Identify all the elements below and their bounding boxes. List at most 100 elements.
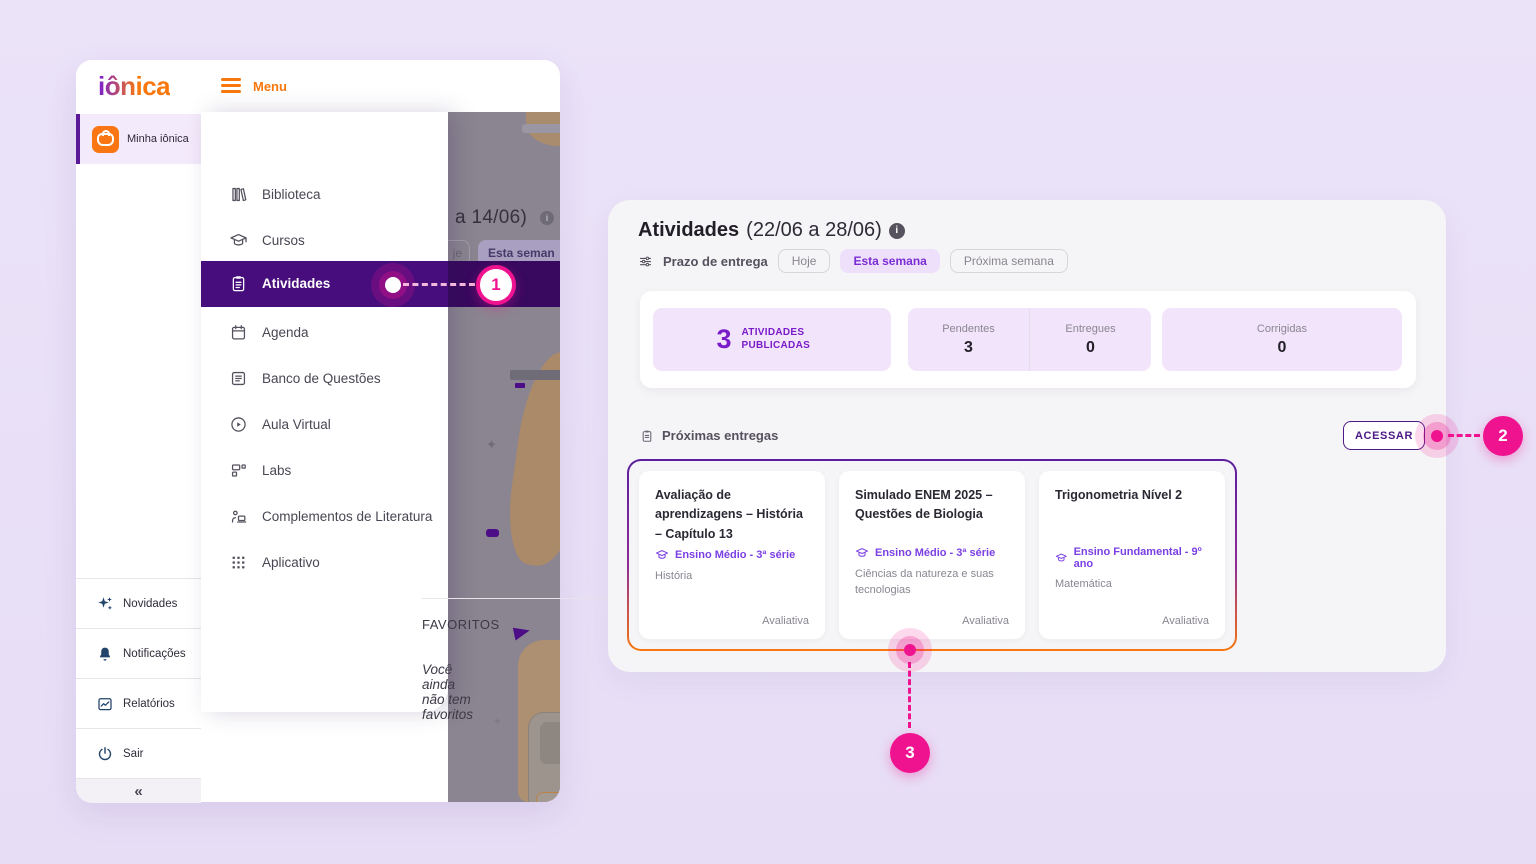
- sidebar-item-sair[interactable]: Sair: [76, 728, 201, 779]
- menu-item-aplicativo[interactable]: Aplicativo: [201, 540, 448, 584]
- published-count: 3: [716, 324, 732, 354]
- menu-toggle-label[interactable]: Menu: [253, 79, 287, 94]
- info-icon: i: [540, 211, 554, 225]
- stats-card: 3 ATIVIDADES PUBLICADAS Pendentes 3 Entr…: [640, 291, 1416, 388]
- activity-level: Ensino Fundamental - 9º ano: [1055, 546, 1209, 570]
- filter-label: Prazo de entrega: [663, 253, 768, 269]
- activity-subject: Matemática: [1055, 578, 1112, 590]
- menu-item-biblioteca[interactable]: Biblioteca: [201, 172, 448, 216]
- upcoming-cards-highlight-frame: Avaliação de aprendizagens – História – …: [627, 459, 1237, 651]
- menu-item-agenda[interactable]: Agenda: [201, 310, 448, 354]
- person-desk-icon: [231, 510, 247, 523]
- activity-level: Ensino Médio - 3ª série: [655, 548, 809, 562]
- sidebar-item-label: Notificações: [123, 648, 186, 660]
- illustration-paper-plane: [512, 624, 532, 641]
- menu-item-banco-de-questoes[interactable]: Banco de Questões: [201, 356, 448, 400]
- activity-type-badge: Avaliativa: [1162, 615, 1209, 627]
- sidebar-item-notificacoes[interactable]: Notificações: [76, 628, 201, 679]
- calendar-icon: [231, 324, 246, 339]
- favorites-heading: FAVORITOS: [422, 617, 500, 632]
- activity-subject: Ciências da natureza e suas tecnologias: [855, 568, 994, 596]
- chart-report-icon: [98, 698, 112, 711]
- sliders-filter-icon: [639, 256, 652, 266]
- favorites-empty-text: Você ainda não tem favoritos: [422, 662, 474, 722]
- info-icon[interactable]: i: [888, 222, 905, 239]
- activity-card[interactable]: Simulado ENEM 2025 – Questões de Biologi…: [839, 471, 1025, 639]
- filter-chip-hoje[interactable]: Hoje: [777, 249, 831, 273]
- illustration-backpack: [518, 640, 560, 802]
- sidebar-item-relatorios[interactable]: Relatórios: [76, 678, 201, 729]
- callout-1-badge: 1: [476, 265, 516, 305]
- ionica-logo: iônica: [98, 71, 171, 101]
- graduation-cap-icon: [1055, 553, 1067, 562]
- menu-item-atividades[interactable]: Atividades: [201, 261, 448, 305]
- deadline-filter-row: Prazo de entrega Hoje Esta semana Próxim…: [638, 249, 1068, 273]
- stat-published: 3 ATIVIDADES PUBLICADAS: [653, 308, 891, 371]
- page-title: Atividades: [638, 219, 740, 241]
- menu-item-labs[interactable]: Labs: [201, 448, 448, 492]
- graduation-cap-icon: [855, 548, 869, 557]
- activity-type-badge: Avaliativa: [962, 615, 1009, 627]
- blocks-icon: [231, 463, 246, 477]
- divider: [422, 598, 628, 599]
- window-header: [76, 60, 560, 112]
- graduation-cap-icon: [230, 233, 247, 246]
- bell-icon: [99, 647, 111, 661]
- published-label: ATIVIDADES PUBLICADAS: [741, 327, 811, 351]
- sidebar-item-label: Novidades: [123, 598, 178, 610]
- illustration-bar: [510, 370, 560, 380]
- graduation-cap-icon: [655, 550, 669, 559]
- sidebar-item-minha-ionica[interactable]: Minha iônica: [76, 114, 201, 164]
- activity-title: Trigonometria Nível 2: [1055, 488, 1183, 502]
- menu-item-aula-virtual[interactable]: Aula Virtual: [201, 402, 448, 446]
- activity-title: Simulado ENEM 2025 – Questões de Biologi…: [855, 488, 993, 522]
- clipboard-icon: [642, 430, 652, 442]
- play-circle-icon: [231, 416, 246, 432]
- dimmed-content-area: • • • a 14/06) i je Esta seman ✦ +: [448, 112, 560, 802]
- books-icon: [232, 187, 247, 201]
- page-title-date-range: (22/06 a 28/06): [746, 219, 882, 241]
- activity-type-badge: Avaliativa: [762, 615, 809, 627]
- sidebar-item-label: Sair: [123, 748, 144, 760]
- hamburger-menu-icon[interactable]: [221, 78, 241, 93]
- illustration-browser-bar: [522, 124, 560, 133]
- panel-title-row: Atividades (22/06 a 28/06) i: [638, 219, 905, 242]
- stat-entregues: Entregues 0: [1029, 308, 1151, 371]
- illustration-plus: ✦: [486, 437, 497, 452]
- menu-item-cursos[interactable]: Cursos: [201, 218, 448, 262]
- power-icon: [98, 747, 112, 761]
- callout-1-connector: [403, 283, 475, 286]
- filter-chip-proxima-semana[interactable]: Próxima semana: [949, 249, 1068, 273]
- grid-dots-icon: [232, 556, 245, 568]
- stat-pendentes: Pendentes 3: [942, 322, 995, 356]
- activity-title: Avaliação de aprendizagens – História – …: [655, 488, 803, 541]
- list-box-icon: [231, 371, 246, 385]
- callout-2-badge: 2: [1483, 416, 1523, 456]
- callout-2-connector: [1448, 434, 1480, 437]
- filter-chip-esta-semana[interactable]: Esta semana: [840, 249, 940, 273]
- sidebar-item-novidades[interactable]: Novidades: [76, 578, 201, 629]
- sidebar-collapse-button[interactable]: «: [76, 778, 201, 803]
- activity-card[interactable]: Trigonometria Nível 2 Ensino Fundamental…: [1039, 471, 1225, 639]
- dimmed-partial-title: a 14/06): [455, 207, 528, 228]
- menu-panel: Biblioteca Cursos Atividades Agenda Banc…: [201, 112, 628, 722]
- menu-item-complementos-de-literatura[interactable]: Complementos de Literatura: [201, 494, 448, 538]
- acessar-button[interactable]: ACESSAR: [1343, 421, 1425, 450]
- activity-card[interactable]: Avaliação de aprendizagens – História – …: [639, 471, 825, 639]
- next-deliveries-row: Próximas entregas: [640, 428, 778, 443]
- illustration-mark: [515, 383, 525, 388]
- illustration-mark: [486, 529, 499, 537]
- sidebar-item-label: Relatórios: [123, 698, 175, 710]
- illustration-plus: +: [494, 714, 502, 728]
- stat-pendentes-entregues: Pendentes 3 Entregues 0: [908, 308, 1151, 371]
- callout-3-connector: [908, 662, 911, 728]
- clipboard-icon: [232, 275, 245, 291]
- sparkles-icon: [98, 597, 112, 610]
- callout-3-badge: 3: [890, 733, 930, 773]
- activity-subject: História: [655, 570, 693, 583]
- stat-corrigidas: Corrigidas 0: [1162, 308, 1402, 371]
- illustration-blob-mid: [501, 347, 560, 572]
- next-deliveries-label: Próximas entregas: [662, 428, 779, 443]
- activity-level: Ensino Médio - 3ª série: [855, 546, 1009, 560]
